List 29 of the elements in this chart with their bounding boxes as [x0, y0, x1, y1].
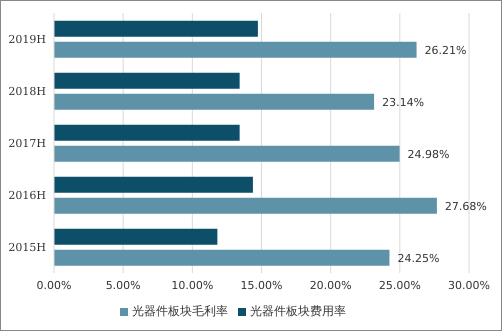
y-tick-label: 2016H	[8, 188, 46, 202]
bar	[54, 228, 218, 245]
bar	[54, 250, 390, 266]
x-tick-label: 10.00%	[171, 278, 214, 292]
bar	[54, 72, 240, 89]
x-tick-label: 15.00%	[240, 278, 282, 292]
legend-label: 光器件板块毛利率	[132, 304, 228, 318]
bar	[54, 198, 437, 214]
y-tick-label: 2019H	[8, 32, 46, 46]
data-label: 27.68%	[444, 200, 487, 213]
legend-label: 光器件板块费用率	[250, 304, 346, 318]
x-tick-label: 30.00%	[448, 278, 490, 292]
bar	[54, 146, 400, 162]
bar	[54, 124, 240, 141]
bar	[54, 42, 417, 58]
x-tick-label: 20.00%	[310, 278, 352, 292]
x-tick-label: 5.00%	[106, 278, 141, 292]
y-tick-label: 2018H	[8, 84, 46, 98]
bar	[54, 20, 258, 37]
data-label: 23.14%	[382, 96, 424, 109]
data-label: 26.21%	[424, 44, 467, 57]
bar	[54, 176, 253, 193]
x-tick-label: 25.00%	[378, 278, 421, 292]
y-tick-label: 2017H	[8, 136, 46, 150]
bar	[54, 94, 374, 110]
x-tick-label: 0.00%	[36, 278, 72, 292]
data-label: 24.98%	[408, 148, 450, 161]
y-tick-label: 2015H	[8, 240, 46, 254]
data-label: 24.25%	[397, 252, 440, 265]
